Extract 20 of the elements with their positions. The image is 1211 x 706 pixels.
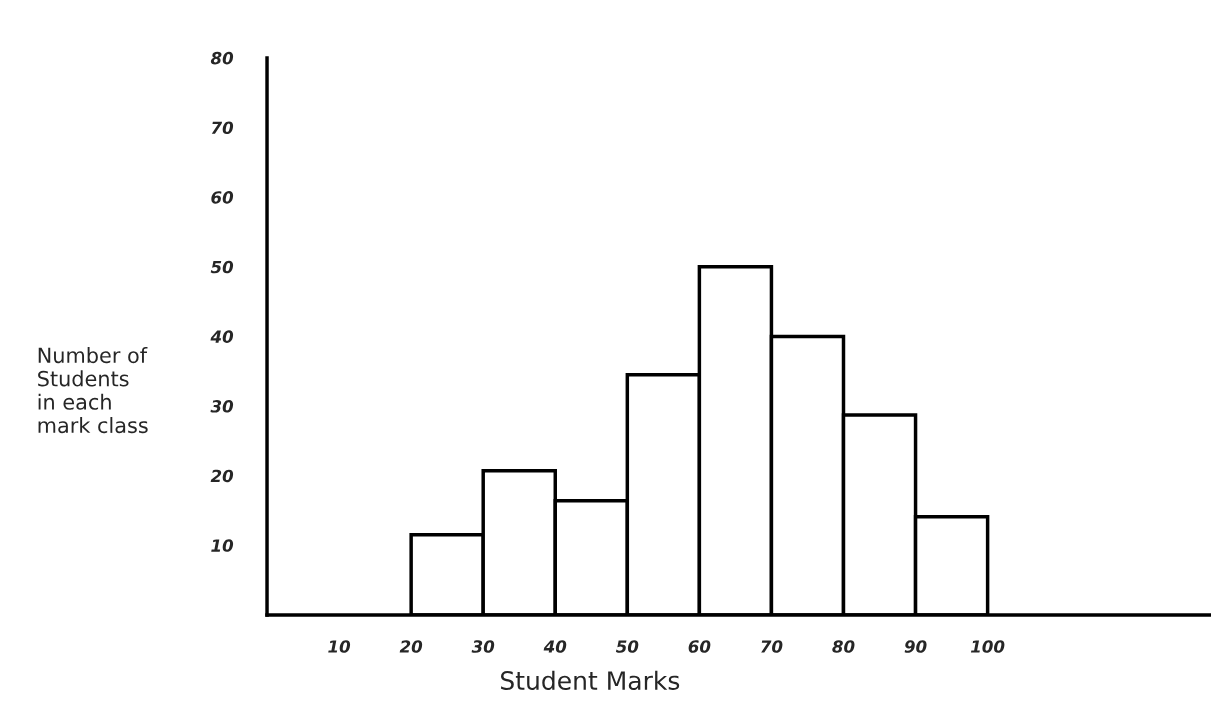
- x-tick-label: 40: [543, 640, 567, 653]
- y-tick-label: 70: [211, 121, 234, 135]
- x-tick-label: 30: [471, 640, 495, 653]
- x-tick-label: 70: [761, 640, 783, 653]
- y-tick-label: 80: [210, 51, 234, 65]
- y-tick-label: 30: [210, 400, 234, 413]
- x-tick-label: 10: [328, 640, 351, 653]
- y-tick-label: 60: [211, 191, 234, 204]
- x-tick-label: 60: [688, 640, 711, 653]
- x-tick-label: 20: [399, 640, 423, 653]
- x-tick-label: 100: [970, 640, 1005, 653]
- x-tick-label: 50: [615, 640, 639, 653]
- x-axis-title: Student Marks: [501, 670, 680, 690]
- x-tick-label: 90: [904, 640, 927, 653]
- x-tick-label: 80: [832, 640, 855, 653]
- y-tick-label: 10: [211, 539, 234, 552]
- y-axis-title: Number of Students in each mark class: [38, 347, 148, 434]
- y-tick-label: 20: [210, 469, 234, 483]
- y-tick-label: 50: [210, 260, 234, 274]
- y-tick-label: 40: [210, 330, 234, 343]
